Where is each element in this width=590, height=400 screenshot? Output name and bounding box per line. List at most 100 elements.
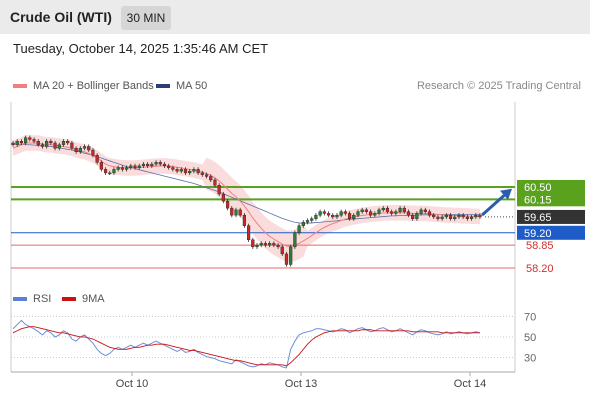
- candle-body: [259, 243, 263, 246]
- level-label-60.50: 60.50: [524, 182, 552, 194]
- candle-body: [436, 216, 440, 219]
- candle-body: [457, 214, 461, 218]
- legend-rsi: RSI: [13, 293, 51, 305]
- candle-body: [192, 169, 196, 172]
- candle-body: [162, 163, 167, 167]
- candle-body: [394, 211, 398, 214]
- candle-body: [390, 211, 394, 214]
- candle-body: [57, 144, 61, 149]
- legend-rsi-label: RSI: [33, 293, 52, 305]
- candle-body: [124, 167, 129, 170]
- ma20-line: [12, 142, 481, 247]
- candle-body: [87, 146, 91, 151]
- candle-body: [141, 163, 146, 167]
- candle-body: [242, 214, 246, 226]
- candle-body: [427, 211, 432, 216]
- candle-body: [322, 211, 326, 214]
- rsi-ma-line: [12, 326, 480, 367]
- candle-body: [373, 213, 377, 216]
- candle-body: [129, 165, 133, 168]
- candle-body: [11, 142, 15, 145]
- legend-bollinger: MA 20 + Bollinger Bands: [13, 80, 154, 92]
- legend-rsi-ma-label: 9MA: [82, 293, 105, 305]
- candle-body: [146, 163, 150, 167]
- candle-body: [32, 139, 36, 142]
- candle-body: [204, 174, 209, 177]
- rsi-line: [12, 319, 481, 369]
- candle-body: [247, 225, 251, 241]
- pivot-label-box: [517, 225, 585, 240]
- candle-body: [297, 225, 301, 233]
- candle-body: [415, 213, 419, 219]
- candle-body: [217, 185, 221, 195]
- x-tick-label: Oct 13: [285, 378, 317, 390]
- candle-body: [49, 141, 53, 144]
- candle-body: [19, 141, 24, 144]
- candle-body: [112, 169, 116, 174]
- candle-body: [364, 209, 369, 212]
- timeframe-button[interactable]: 30 MIN: [121, 6, 171, 30]
- level-label-box: [517, 192, 585, 207]
- candle-body: [335, 214, 339, 218]
- candle-body: [314, 214, 318, 219]
- level-label-box: [517, 180, 585, 194]
- candle-body: [301, 222, 305, 226]
- candle-body: [331, 214, 335, 218]
- candle-body: [116, 167, 120, 170]
- forecast-arrow-head: [500, 188, 512, 200]
- candle-body: [154, 162, 158, 165]
- candle-body: [66, 141, 70, 144]
- candle-body: [91, 149, 95, 156]
- candle-body: [225, 200, 230, 209]
- candle-body: [213, 179, 217, 186]
- forecast-arrow-shaft: [481, 192, 507, 217]
- candle-body: [188, 170, 192, 174]
- legend-ma50-label: MA 50: [176, 80, 208, 92]
- candle-body: [234, 209, 238, 216]
- candle-body: [45, 141, 49, 147]
- candle-body: [108, 172, 112, 175]
- candle-body: [453, 216, 457, 219]
- candle-body: [347, 213, 352, 219]
- support-label-58.85: 58.85: [526, 240, 554, 252]
- candle-body: [305, 220, 310, 223]
- candle-body: [444, 214, 448, 218]
- candle-body: [352, 214, 356, 219]
- rsi-tick-70: 70: [524, 311, 536, 323]
- candle-body: [183, 169, 188, 174]
- candle-body: [15, 141, 19, 145]
- candle-body: [377, 209, 381, 214]
- candle-body: [99, 162, 103, 170]
- candle-body: [465, 216, 469, 219]
- candle-body: [423, 209, 427, 212]
- candle-body: [310, 218, 314, 221]
- candle-body: [478, 214, 482, 218]
- candle-body: [238, 209, 242, 216]
- candle-body: [196, 169, 200, 174]
- rsi-ma-swatch: [62, 297, 76, 301]
- rsi-tick-50: 50: [524, 332, 536, 344]
- candle-body: [200, 172, 204, 175]
- candle-body: [40, 144, 45, 147]
- candle-body: [419, 209, 423, 214]
- candle-body: [385, 207, 390, 212]
- candle-body: [221, 193, 225, 202]
- candle-body: [284, 253, 289, 265]
- candle-body: [150, 163, 154, 167]
- candle-body: [318, 211, 322, 216]
- rsi-tick-30: 30: [524, 353, 536, 365]
- candle-body: [469, 216, 474, 219]
- candle-body: [95, 155, 99, 163]
- candle-body: [24, 137, 28, 144]
- candle-body: [74, 148, 78, 152]
- candle-body: [171, 167, 175, 170]
- copyright: Research © 2025 Trading Central: [416, 80, 581, 92]
- candle-body: [251, 239, 255, 248]
- candle-body: [406, 211, 411, 216]
- rsi-swatch: [13, 297, 27, 301]
- pivot-label: 59.20: [524, 228, 552, 240]
- legend-bb-label: MA 20 + Bollinger Bands: [33, 80, 154, 92]
- candle-body: [398, 207, 402, 212]
- timestamp: Tuesday, October 14, 2025 1:35:46 AM CET: [13, 41, 269, 56]
